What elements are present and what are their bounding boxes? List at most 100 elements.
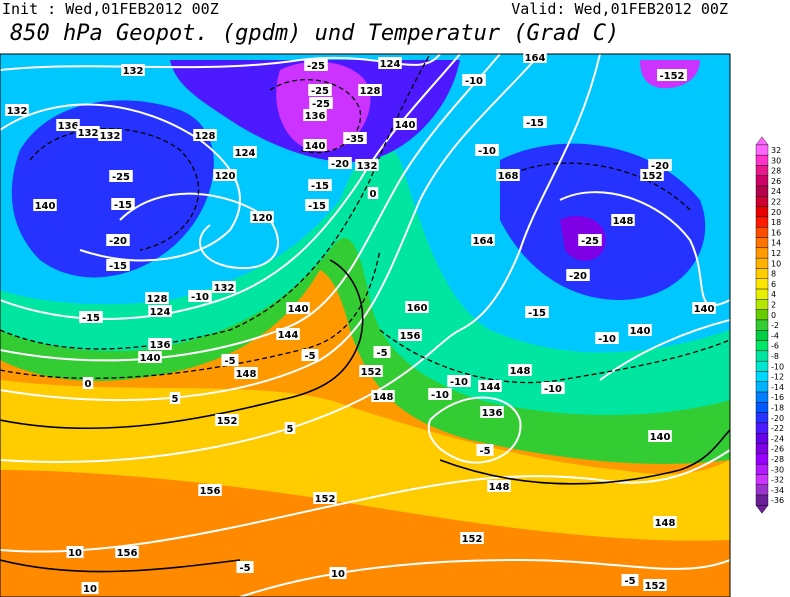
- contour-label-box: [378, 57, 402, 69]
- contour-label: 0: [85, 379, 92, 390]
- colorbar-label: -8: [771, 352, 779, 361]
- contour-label-box: [398, 329, 422, 341]
- colorbar-label: 32: [771, 146, 781, 155]
- contour-label-box: [462, 74, 486, 86]
- contour-label-box: [653, 516, 677, 528]
- colorbar-swatch: [755, 422, 769, 434]
- colorbar-swatch: [755, 443, 769, 455]
- colorbar-label: 22: [771, 198, 781, 207]
- contour-label: 148: [510, 366, 531, 377]
- contour-label: 132: [78, 128, 99, 139]
- contour-label: 132: [357, 161, 378, 172]
- contour-label: 132: [123, 66, 144, 77]
- colorbar-label: -12: [771, 373, 784, 382]
- contour-label: 128: [360, 86, 381, 97]
- contour-label: 140: [288, 304, 309, 315]
- contour-label: 144: [278, 330, 299, 341]
- contour-label: 152: [315, 494, 336, 505]
- contour-label-box: [82, 377, 94, 389]
- contour-label-box: [198, 484, 222, 496]
- colorbar-swatch: [755, 247, 769, 259]
- colorbar-swatch: [755, 144, 769, 156]
- colorbar-swatch: [755, 288, 769, 300]
- contour-label-box: [76, 126, 100, 138]
- contour-label-box: [221, 354, 239, 366]
- contour-label: -10: [465, 76, 483, 87]
- colorbar-swatch: [755, 216, 769, 228]
- contour-label: 5: [287, 424, 294, 435]
- colorbar-swatch: [755, 309, 769, 321]
- contour-label-box: [213, 169, 237, 181]
- colorbar-label: -4: [771, 331, 779, 340]
- contour-label-box: [111, 198, 135, 210]
- contour-label-box: [640, 169, 664, 181]
- colorbar-label: -22: [771, 424, 784, 433]
- contour-label: 152: [361, 367, 382, 378]
- contour-label-box: [358, 84, 382, 96]
- colorbar-swatch: [755, 433, 769, 444]
- colorbar-swatch: [755, 484, 769, 496]
- contour-label-box: [343, 132, 367, 144]
- contour-label: 120: [252, 213, 273, 224]
- contour-label: 140: [140, 353, 161, 364]
- contour-label-box: [476, 444, 494, 456]
- contour-label-box: [98, 129, 122, 141]
- colorbar-swatch: [755, 350, 769, 362]
- colorbar-swatch: [755, 494, 769, 506]
- contour-label: -25: [112, 172, 130, 183]
- contour-label-box: [138, 351, 162, 363]
- colorbar-label: -2: [771, 321, 779, 330]
- contour-label: 132: [7, 106, 28, 117]
- contour-label-box: [308, 84, 332, 96]
- contour-label: 164: [525, 53, 546, 64]
- contour-label-box: [496, 169, 520, 181]
- colorbar-label: -26: [771, 445, 784, 454]
- contour-label: -10: [191, 292, 209, 303]
- contour-label: -5: [376, 348, 387, 359]
- map-frame: [0, 53, 731, 597]
- contour-label: -5: [624, 576, 635, 587]
- contour-label: -5: [304, 351, 315, 362]
- contour-label: -10: [450, 377, 468, 388]
- contour-label-box: [305, 199, 329, 211]
- contour-label: 156: [400, 331, 421, 342]
- contour-label-box: [33, 199, 57, 211]
- contour-label-box: [578, 234, 602, 246]
- contour-label-box: [523, 116, 547, 128]
- contour-label-box: [480, 406, 504, 418]
- colorbar-swatch: [755, 268, 769, 279]
- contour-label-box: [115, 546, 139, 558]
- contour-label-box: [233, 146, 257, 158]
- contour-label: 140: [305, 141, 326, 152]
- contour-label: -10: [544, 384, 562, 395]
- contour-label-box: [308, 179, 332, 191]
- contour-label-box: [541, 382, 565, 394]
- contour-label: 140: [395, 120, 416, 131]
- contour-label: -15: [308, 201, 326, 212]
- contour-label: 124: [235, 148, 256, 159]
- contour-label: 128: [147, 294, 168, 305]
- colorbar-label: -16: [771, 393, 784, 402]
- colorbar-label: -28: [771, 455, 784, 464]
- contour-label-box: [355, 159, 379, 171]
- contour-label-box: [428, 388, 452, 400]
- contour-label-box: [148, 338, 172, 350]
- colorbar-swatch: [755, 360, 769, 372]
- contour-label: -15: [109, 261, 127, 272]
- colorbar-label: 18: [771, 218, 781, 227]
- colorbar-label: 16: [771, 228, 781, 237]
- contour-label: -20: [331, 159, 349, 170]
- contour-label: -15: [526, 118, 544, 129]
- contour-label: 140: [650, 432, 671, 443]
- contour-label: 132: [100, 131, 121, 142]
- colorbar-swatch: [755, 165, 769, 176]
- map-title: 850 hPa Geopot. (gpdm) und Temperatur (G…: [10, 21, 619, 46]
- contour-label: 148: [655, 518, 676, 529]
- contour-label-box: [309, 97, 333, 109]
- contour-label-box: [234, 367, 258, 379]
- colorbar-label: 12: [771, 249, 781, 258]
- contour-label-box: [621, 574, 639, 586]
- contour-label-box: [692, 302, 716, 314]
- contour-label: 140: [694, 304, 715, 315]
